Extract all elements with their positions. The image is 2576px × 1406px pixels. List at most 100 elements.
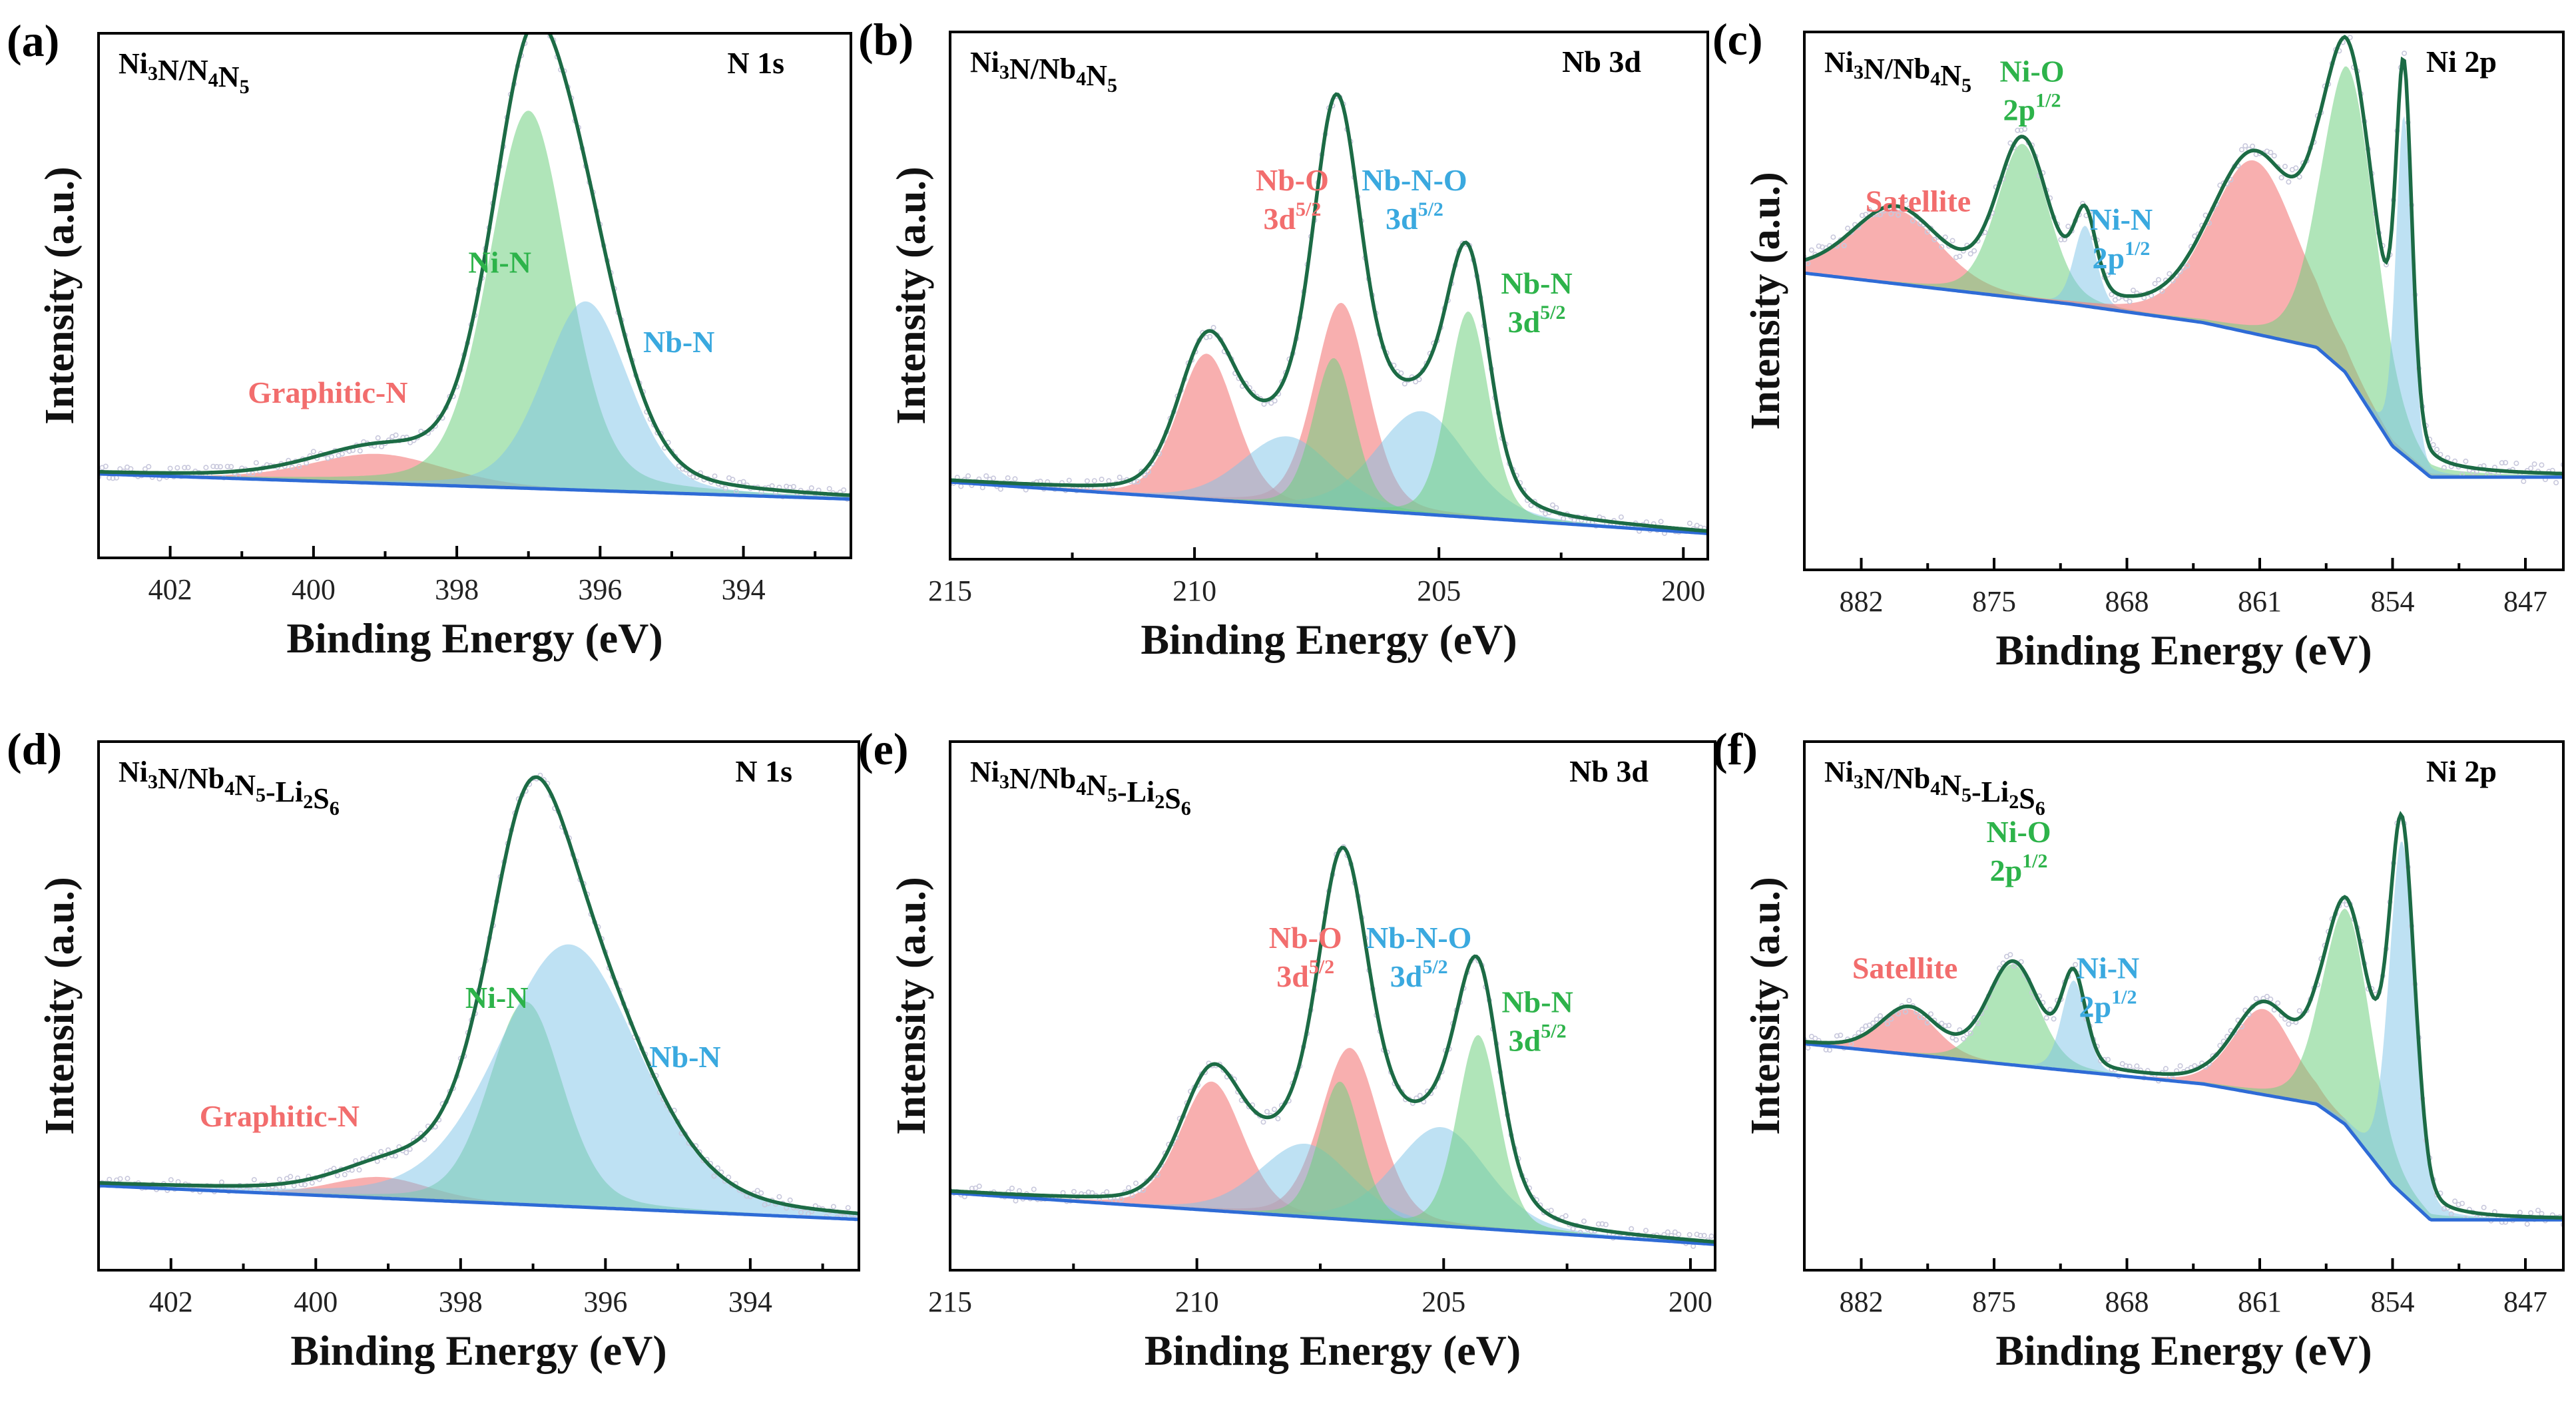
data-point: [2253, 996, 2259, 1002]
data-point: [378, 1148, 384, 1154]
panel-e: 215 210 205 200 Binding Energy (eV) Intensity…: [858, 724, 1716, 1374]
data-point: [379, 443, 385, 449]
data-point: [1031, 1186, 1037, 1192]
data-point: [392, 1153, 398, 1159]
data-point: [110, 475, 116, 481]
data-point: [1133, 1180, 1139, 1186]
data-point: [117, 1176, 123, 1182]
data-point: [1275, 1116, 1281, 1122]
data-point: [1866, 206, 1872, 212]
x-axis-title: Binding Energy (eV): [286, 614, 662, 662]
data-point: [1106, 478, 1112, 484]
x-tick-label: 215: [928, 575, 972, 607]
plot-frame: [97, 32, 852, 559]
panel-letter: (d): [7, 724, 62, 774]
x-tick-label: 847: [2503, 585, 2547, 618]
data-point: [168, 1177, 174, 1183]
x-tick-label: 861: [2238, 585, 2282, 618]
peak-nb-n-3d3-2: [950, 358, 1708, 534]
data-point: [2463, 458, 2469, 464]
x-tick-label: 854: [2371, 1286, 2415, 1318]
data-point: [393, 432, 399, 438]
data-point: [1917, 1015, 1923, 1021]
data-point: [711, 1173, 717, 1179]
x-tick-label: 875: [1972, 1286, 2016, 1318]
x-tick-label: 210: [1172, 575, 1216, 607]
data-point: [1155, 1172, 1160, 1178]
data-point: [1210, 325, 1216, 331]
data-point: [353, 1158, 359, 1164]
data-point: [146, 463, 152, 469]
data-point: [1957, 254, 1963, 260]
peak-label: Graphitic-N: [200, 1099, 360, 1133]
data-point: [128, 466, 134, 472]
peak-label: Ni-N: [465, 981, 529, 1015]
data-point: [1629, 1226, 1635, 1232]
y-axis-title: Intensity (a.u.): [889, 877, 934, 1135]
data-point: [1658, 519, 1664, 525]
background-line: [1804, 1042, 2563, 1222]
data-point: [2296, 1008, 2302, 1014]
panel-d: 402 400 398 396 394 Binding Energy (eV) Intens…: [7, 724, 860, 1374]
data-point: [1643, 519, 1649, 525]
data-point: [841, 487, 847, 493]
data-point: [2238, 146, 2244, 152]
data-point: [1142, 472, 1148, 478]
data-point: [1146, 469, 1152, 475]
data-point: [357, 448, 363, 454]
core-level-label: N 1s: [727, 46, 784, 80]
data-point: [224, 463, 230, 469]
panel-letter: (a): [7, 15, 59, 66]
data-point: [421, 1136, 427, 1142]
peak-label: Nb-O: [1256, 163, 1329, 197]
data-point: [1863, 212, 1869, 218]
data-point: [1845, 225, 1851, 231]
data-point: [2123, 1063, 2129, 1069]
data-point: [253, 460, 259, 466]
data-point: [342, 1172, 348, 1178]
peak-orbital-label: 3d5/2: [1386, 198, 1443, 236]
data-point: [1563, 1213, 1569, 1219]
peak-label: Nb-N: [1501, 266, 1572, 300]
data-point: [787, 1197, 793, 1203]
data-point: [1581, 1218, 1587, 1224]
data-point: [2517, 1210, 2523, 1216]
data-point: [175, 1179, 181, 1185]
data-point: [845, 1205, 851, 1211]
plot-frame: [1803, 740, 2565, 1272]
data-point: [544, 23, 548, 27]
data-point: [1848, 1041, 1854, 1047]
y-axis-title: Intensity (a.u.): [1743, 877, 1788, 1135]
data-point: [1838, 1033, 1844, 1039]
data-point: [769, 483, 775, 489]
data-point: [2185, 263, 2190, 269]
background-line: [1804, 271, 2563, 479]
data-point: [385, 1147, 391, 1153]
data-point: [830, 1204, 836, 1210]
data-point: [2271, 153, 2277, 159]
x-tick-label: 402: [149, 1286, 193, 1318]
data-point: [1878, 1013, 1884, 1019]
data-point: [185, 465, 191, 471]
peak-label: Ni-O: [1986, 815, 2051, 849]
data-point: [1676, 1232, 1682, 1238]
data-point: [1878, 212, 1884, 218]
x-tick-label: 875: [1972, 585, 2016, 618]
y-axis-title: Intensity (a.u.): [37, 166, 83, 425]
data-point: [1618, 514, 1624, 520]
data-point: [1690, 1244, 1696, 1250]
data-point: [2109, 292, 2115, 298]
panel-f: 882 875 868 861 854 847 Binding Energy (eV) Int…: [1712, 724, 2565, 1374]
x-tick-label: 861: [2238, 1286, 2282, 1318]
data-point: [1570, 1226, 1576, 1232]
data-point: [1550, 502, 1556, 508]
peak-ni-n-2p3-2: [1804, 841, 2563, 1220]
x-tick-label: 882: [1840, 1286, 1884, 1318]
data-point: [1932, 236, 1937, 242]
data-point: [2286, 1021, 2292, 1027]
data-point: [1888, 1016, 1894, 1022]
data-point: [2163, 1066, 2169, 1072]
data-point: [2445, 455, 2451, 461]
data-point: [2531, 461, 2537, 467]
data-point: [1812, 1035, 1818, 1041]
